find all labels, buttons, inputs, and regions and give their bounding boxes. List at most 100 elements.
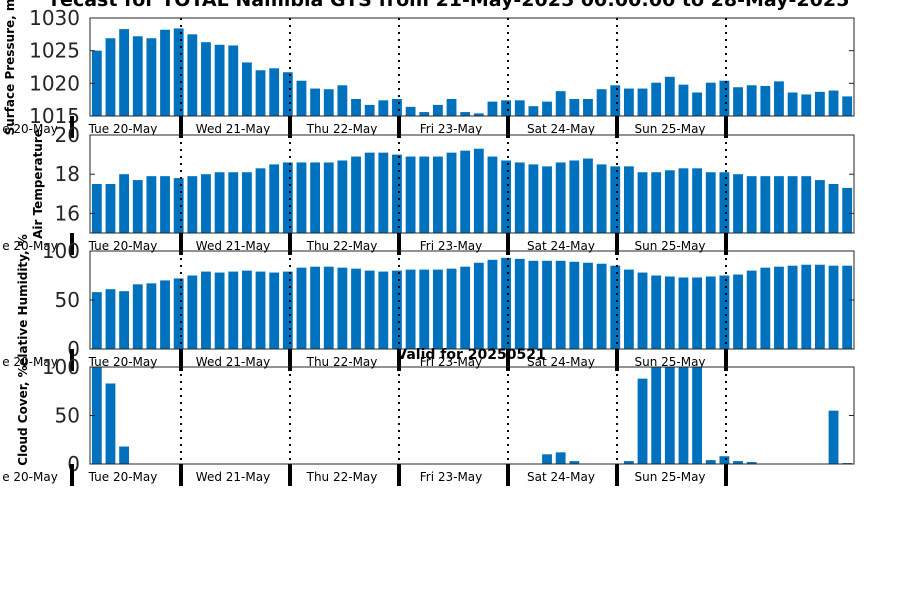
bar bbox=[241, 270, 252, 349]
bar bbox=[719, 172, 730, 233]
bar bbox=[392, 99, 402, 116]
bar bbox=[487, 101, 498, 116]
bar bbox=[446, 99, 457, 116]
bar bbox=[692, 92, 703, 116]
bar bbox=[132, 36, 143, 116]
bar bbox=[623, 461, 634, 464]
bar bbox=[105, 289, 116, 349]
xtick-label: Fri 23-May bbox=[420, 470, 483, 484]
bar bbox=[487, 156, 498, 233]
xtick-label: Thu 22-May bbox=[306, 470, 378, 484]
xtick-label: e 20-May bbox=[2, 470, 58, 484]
bar bbox=[787, 176, 798, 233]
xtick-label: Wed 21-May bbox=[196, 239, 270, 253]
bar bbox=[255, 70, 266, 116]
bar bbox=[678, 168, 689, 233]
bar bbox=[596, 164, 607, 233]
bar bbox=[119, 446, 130, 464]
bar bbox=[664, 170, 675, 233]
bar bbox=[623, 166, 634, 233]
bar bbox=[241, 172, 252, 233]
bar bbox=[187, 34, 198, 116]
bar bbox=[255, 168, 266, 233]
bar bbox=[351, 268, 361, 349]
bar bbox=[337, 85, 348, 116]
bar bbox=[814, 180, 825, 233]
bar bbox=[119, 174, 130, 233]
bar bbox=[282, 162, 293, 233]
bar bbox=[228, 172, 239, 233]
bar bbox=[473, 148, 484, 233]
bar bbox=[501, 257, 512, 349]
xtick-label: Wed 21-May bbox=[196, 470, 270, 484]
xtick-label: Sat 24-May bbox=[527, 470, 595, 484]
bar bbox=[542, 166, 552, 233]
y-axis-label: Surface Pressure, m bbox=[3, 0, 17, 135]
ytick-label: 16 bbox=[55, 201, 80, 225]
ytick-label: 100 bbox=[42, 239, 80, 263]
bar bbox=[746, 85, 757, 116]
panel-title: Valid for 20250521 bbox=[396, 347, 545, 363]
bar bbox=[610, 265, 621, 349]
bar bbox=[583, 158, 593, 233]
bar bbox=[201, 42, 211, 116]
bar bbox=[705, 172, 716, 233]
bar bbox=[214, 44, 225, 116]
ytick-label: 100 bbox=[42, 355, 80, 379]
ytick-label: 50 bbox=[55, 404, 80, 428]
bar bbox=[201, 174, 211, 233]
y-axis-label: Air Temperature bbox=[31, 129, 45, 239]
bar bbox=[187, 176, 198, 233]
xtick-label: Sun 25-May bbox=[634, 239, 705, 253]
bar bbox=[132, 180, 143, 233]
bar bbox=[146, 38, 157, 116]
bar bbox=[637, 272, 648, 349]
bar bbox=[733, 174, 743, 233]
bar bbox=[828, 410, 839, 464]
bar bbox=[160, 29, 170, 116]
bar bbox=[473, 113, 484, 116]
bar bbox=[746, 270, 757, 349]
bar bbox=[637, 378, 648, 464]
bar bbox=[514, 100, 525, 116]
bar bbox=[501, 160, 512, 233]
bar bbox=[310, 162, 321, 233]
ytick-label: 18 bbox=[55, 162, 80, 186]
bar bbox=[132, 284, 143, 349]
bar bbox=[105, 38, 116, 116]
bar bbox=[432, 269, 443, 349]
bar bbox=[678, 277, 689, 349]
bar bbox=[119, 29, 130, 116]
bar bbox=[214, 172, 225, 233]
xtick-label: Tue 20-May bbox=[88, 122, 158, 136]
bar bbox=[746, 176, 757, 233]
bar bbox=[705, 276, 716, 349]
bar bbox=[555, 260, 566, 349]
xtick-label: Tue 20-May bbox=[88, 355, 158, 369]
bar bbox=[310, 266, 321, 349]
bar bbox=[801, 264, 812, 349]
bar bbox=[91, 292, 102, 349]
bar bbox=[569, 261, 580, 349]
bar bbox=[91, 184, 102, 233]
bar bbox=[583, 262, 593, 349]
bar bbox=[569, 461, 580, 464]
bar bbox=[173, 278, 184, 349]
ytick-label: 1025 bbox=[29, 39, 80, 63]
bar bbox=[105, 184, 116, 233]
bar bbox=[119, 291, 130, 349]
xtick-label: Sat 24-May bbox=[527, 239, 595, 253]
bar bbox=[378, 271, 389, 349]
bar bbox=[228, 45, 239, 116]
bar bbox=[269, 164, 280, 233]
axes-frame bbox=[89, 17, 855, 117]
bar bbox=[678, 84, 689, 116]
bar bbox=[801, 176, 812, 233]
xtick-label: e 20-May bbox=[2, 239, 58, 253]
bar bbox=[160, 280, 170, 349]
xtick-label: Sun 25-May bbox=[634, 470, 705, 484]
bar bbox=[173, 28, 184, 117]
bar bbox=[460, 150, 471, 233]
